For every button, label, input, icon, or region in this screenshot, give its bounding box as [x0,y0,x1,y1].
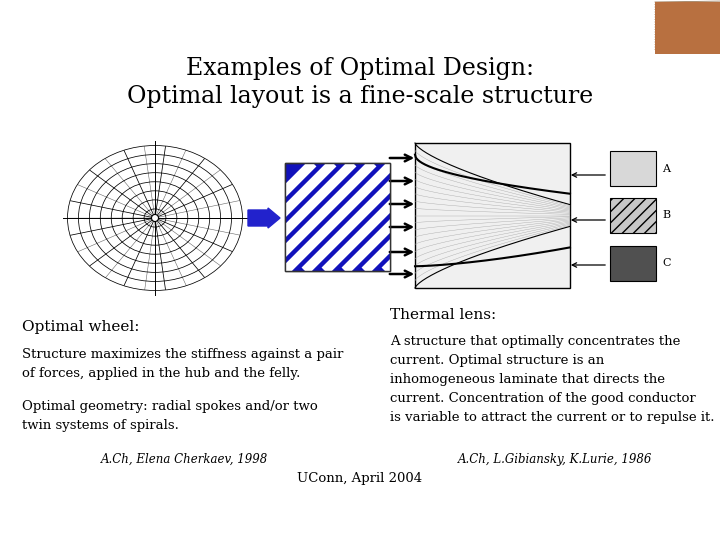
Bar [285,163,390,271]
Text: A: A [662,164,670,173]
Text: Optimal geometry: radial spokes and/or two
twin systems of spirals.: Optimal geometry: radial spokes and/or t… [22,400,318,432]
Bar [610,151,656,186]
Bar [415,143,570,288]
Bar [655,2,720,54]
Text: C: C [662,259,670,268]
Text: Thermal lens:: Thermal lens: [390,308,496,322]
Text: A.Ch, Elena Cherkaev, 1998: A.Ch, Elena Cherkaev, 1998 [102,453,269,466]
Bar [610,246,656,281]
Text: UConn, April 2004: UConn, April 2004 [297,472,423,485]
Text: Optimal layout is a fine-scale structure: Optimal layout is a fine-scale structure [127,85,593,109]
Text: Examples of Optimal Design:: Examples of Optimal Design: [186,57,534,79]
Text: A structure that optimally concentrates the
current. Optimal structure is an
inh: A structure that optimally concentrates … [390,335,714,424]
Text: B: B [662,211,670,220]
Bar [285,163,390,271]
Bar [610,198,656,233]
Text: A.Ch, L.Gibiansky, K.Lurie, 1986: A.Ch, L.Gibiansky, K.Lurie, 1986 [458,453,652,466]
Circle shape [151,214,158,221]
Text: Structure maximizes the stiffness against a pair
of forces, applied in the hub a: Structure maximizes the stiffness agains… [22,348,343,380]
Text: Optimal wheel:: Optimal wheel: [22,320,140,334]
FancyArrow shape [248,208,280,228]
